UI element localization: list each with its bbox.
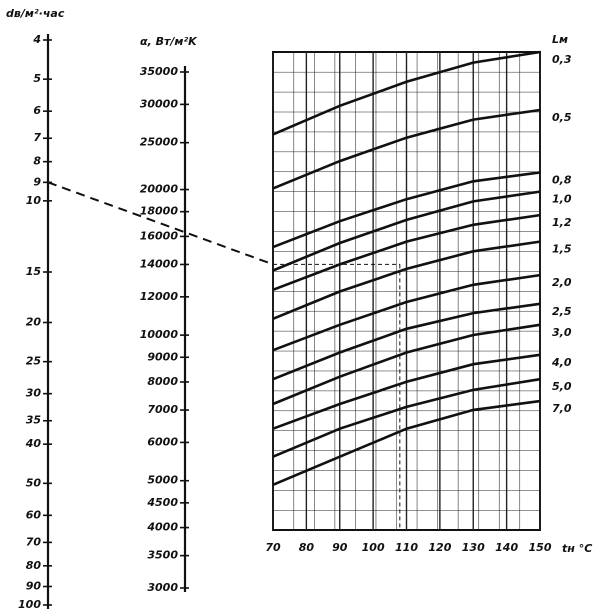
tick-label: 5000 bbox=[147, 474, 178, 487]
legend-label: 2,0 bbox=[552, 276, 572, 289]
tick-label: 35000 bbox=[140, 65, 179, 78]
curve bbox=[272, 399, 541, 486]
curve bbox=[272, 377, 541, 458]
tick-label: 14000 bbox=[140, 257, 179, 270]
x-axis-label: tн °C bbox=[562, 542, 592, 555]
tick-label: 70 bbox=[26, 535, 42, 548]
tick-label: 9 bbox=[33, 175, 41, 188]
tick-label: 40 bbox=[25, 437, 42, 450]
tick-label: 30 bbox=[26, 387, 42, 400]
tick-label: 25 bbox=[26, 355, 42, 368]
example-key-line bbox=[47, 181, 274, 266]
curve bbox=[272, 190, 541, 272]
curve bbox=[272, 353, 541, 430]
tick-label: 20 bbox=[26, 316, 42, 329]
x-tick-label: 90 bbox=[332, 541, 348, 554]
x-tick-label: 120 bbox=[428, 541, 451, 554]
curve bbox=[272, 302, 541, 381]
tick-label: 90 bbox=[26, 580, 42, 593]
tick-label: 5 bbox=[33, 72, 41, 85]
curve bbox=[272, 108, 541, 190]
tick-label: 30000 bbox=[140, 97, 179, 110]
tick-label: 10000 bbox=[140, 328, 179, 341]
legend-label: 7,0 bbox=[552, 402, 572, 415]
tick-label: 10 bbox=[26, 194, 42, 207]
tick-label: 6 bbox=[33, 104, 41, 117]
legend-label: 3,0 bbox=[552, 326, 572, 339]
tick-label: 4000 bbox=[146, 521, 178, 534]
legend-title: Lм bbox=[552, 33, 568, 46]
tick-label: 60 bbox=[26, 508, 42, 521]
legend-label: 0,3 bbox=[552, 53, 572, 66]
legend-label: 2,5 bbox=[552, 305, 572, 318]
curve bbox=[272, 323, 541, 406]
tick-label: 25000 bbox=[140, 136, 179, 149]
legend-label: 0,5 bbox=[552, 111, 572, 124]
tick-label: 20000 bbox=[140, 183, 179, 196]
legend-label: 1,2 bbox=[552, 216, 572, 229]
tick-label: 35 bbox=[26, 414, 42, 427]
tick-label: 100 bbox=[18, 598, 41, 611]
tick-label: 12000 bbox=[140, 290, 179, 303]
x-tick-label: 70 bbox=[265, 541, 281, 554]
tick-label: 7000 bbox=[147, 403, 178, 416]
legend-label: 1,5 bbox=[552, 243, 572, 256]
legend-label: 5,0 bbox=[552, 380, 572, 393]
tick-label: 3500 bbox=[147, 549, 178, 562]
tick-label: 4 bbox=[32, 33, 41, 46]
middle-scale-title: α, Вт/м²K bbox=[140, 35, 198, 48]
left-scale-title: dв/м²·час bbox=[6, 7, 65, 20]
legend-label: 4,0 bbox=[551, 356, 572, 369]
curve bbox=[272, 213, 541, 292]
tick-label: 4500 bbox=[146, 496, 178, 509]
tick-label: 18000 bbox=[140, 205, 179, 218]
curve bbox=[272, 240, 541, 321]
tick-label: 9000 bbox=[147, 350, 178, 363]
curve bbox=[272, 50, 541, 136]
curve bbox=[272, 171, 541, 249]
legend-label: 1,0 bbox=[552, 193, 572, 206]
tick-label: 8000 bbox=[147, 375, 178, 388]
tick-label: 7 bbox=[33, 131, 41, 144]
x-tick-label: 100 bbox=[362, 541, 385, 554]
tick-label: 3000 bbox=[147, 581, 178, 594]
tick-label: 6000 bbox=[147, 435, 178, 448]
tick-label: 50 bbox=[26, 476, 42, 489]
x-tick-label: 150 bbox=[529, 541, 552, 554]
tick-label: 16000 bbox=[140, 229, 179, 242]
tick-label: 80 bbox=[26, 559, 42, 572]
tick-label: 15 bbox=[26, 265, 42, 278]
curve bbox=[272, 273, 541, 352]
x-tick-label: 140 bbox=[495, 541, 518, 554]
x-tick-label: 110 bbox=[395, 541, 418, 554]
x-tick-label: 130 bbox=[462, 541, 485, 554]
x-tick-label: 80 bbox=[299, 541, 315, 554]
legend-label: 0,8 bbox=[552, 173, 572, 186]
tick-label: 8 bbox=[33, 155, 41, 168]
